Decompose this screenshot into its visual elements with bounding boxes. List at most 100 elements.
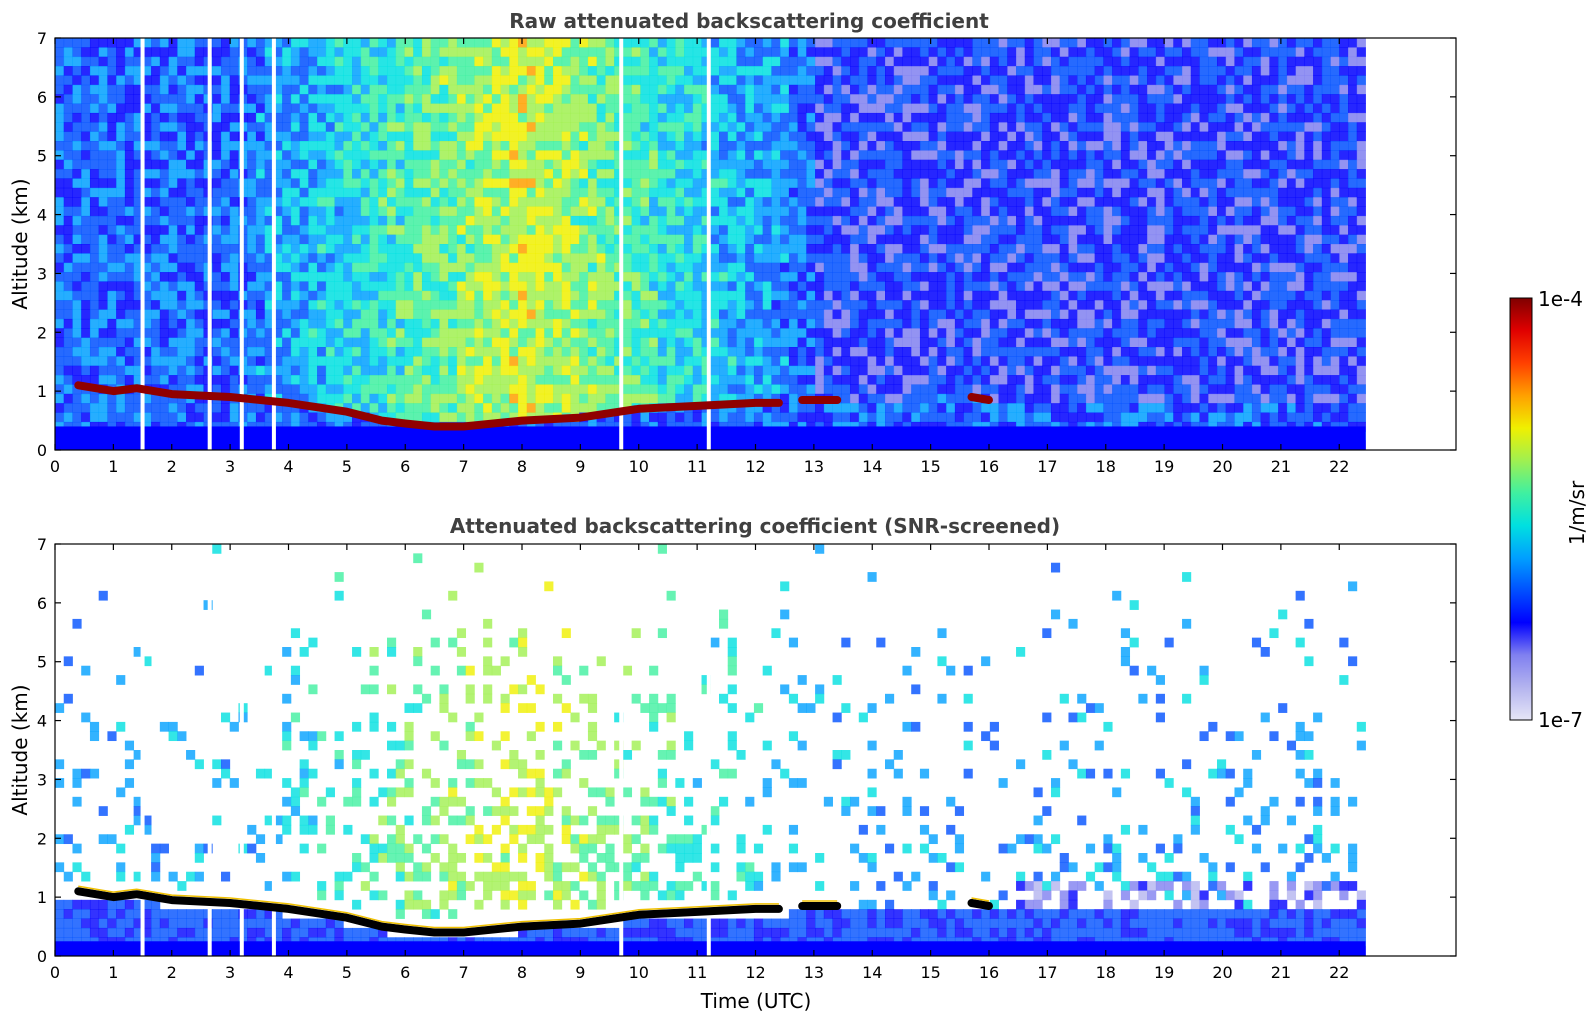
heatmap-cell: [867, 393, 877, 404]
heatmap-cell: [937, 328, 947, 339]
heatmap-cell: [98, 112, 108, 123]
heatmap-cell: [282, 347, 292, 357]
heatmap-cell: [902, 141, 912, 151]
heatmap-cell: [657, 197, 667, 207]
heatmap-cell: [430, 318, 440, 329]
heatmap-cell: [343, 412, 353, 423]
heatmap-cell: [343, 337, 353, 348]
heatmap-cell: [369, 197, 379, 207]
heatmap-cell: [1007, 94, 1017, 104]
heatmap-cell: [622, 178, 633, 189]
heatmap-cell: [474, 281, 484, 292]
heatmap-cell: [465, 159, 475, 170]
heatmap-cell: [832, 141, 842, 151]
heatmap-cell: [282, 234, 292, 245]
heatmap-cell: [762, 365, 772, 376]
heatmap-cell: [815, 178, 825, 189]
heatmap-cell: [325, 103, 335, 114]
heatmap-cell: [675, 337, 685, 348]
heatmap-cell: [666, 347, 676, 357]
heatmap-cell: [885, 215, 895, 226]
heatmap-cell: [622, 215, 633, 226]
heatmap-cell: [614, 318, 624, 329]
heatmap-cell: [395, 384, 405, 395]
heatmap-cell: [570, 300, 580, 310]
heatmap-cell: [456, 206, 467, 217]
heatmap-cell: [911, 262, 921, 273]
heatmap-cell: [343, 300, 353, 310]
heatmap-cell: [264, 84, 274, 95]
heatmap-cell: [579, 309, 589, 320]
heatmap-cell: [229, 66, 239, 76]
heatmap-cell: [282, 38, 292, 48]
heatmap-cell: [282, 197, 292, 207]
heatmap-cell: [640, 365, 650, 376]
heatmap-cell: [823, 187, 833, 198]
heatmap-cell: [395, 169, 405, 179]
heatmap-cell: [81, 215, 91, 226]
heatmap-cell: [684, 103, 694, 114]
heatmap-cell: [518, 94, 528, 104]
heatmap-cell: [1016, 112, 1026, 123]
heatmap-cell: [221, 300, 231, 310]
heatmap-cell: [675, 38, 685, 48]
heatmap-cell: [177, 103, 187, 114]
heatmap-cell: [81, 141, 91, 151]
heatmap-cell: [657, 262, 667, 273]
heatmap-cell: [535, 347, 545, 357]
heatmap-cell: [919, 178, 930, 189]
heatmap-cell: [1007, 328, 1017, 339]
heatmap-cell: [832, 328, 842, 339]
heatmap-cell: [850, 412, 860, 423]
heatmap-cell: [1033, 150, 1043, 161]
heatmap-cell: [413, 403, 423, 413]
heatmap-cell: [448, 384, 458, 395]
heatmap-cell: [334, 318, 344, 329]
heatmap-cell: [378, 337, 388, 348]
heatmap-cell: [133, 281, 143, 292]
heatmap-cell: [981, 281, 991, 292]
heatmap-cell: [946, 300, 956, 310]
heatmap-cell: [885, 281, 895, 292]
heatmap-cell: [893, 197, 903, 207]
heatmap-cell: [413, 412, 423, 423]
heatmap-cell: [456, 281, 467, 292]
heatmap-cell: [1007, 281, 1017, 292]
heatmap-cell: [762, 94, 772, 104]
heatmap-cell: [1033, 197, 1043, 207]
heatmap-cell: [596, 375, 606, 385]
heatmap-cell: [474, 94, 484, 104]
heatmap-cell: [133, 197, 143, 207]
heatmap-cell: [614, 187, 624, 198]
heatmap-cell: [98, 38, 108, 48]
heatmap-cell: [596, 206, 606, 217]
heatmap-cell: [815, 356, 825, 367]
heatmap-cell: [692, 234, 702, 245]
heatmap-cell: [526, 159, 536, 170]
heatmap-cell: [701, 337, 711, 348]
heatmap-cell: [308, 66, 318, 76]
heatmap-cell: [1033, 56, 1043, 67]
heatmap-cell: [282, 103, 292, 114]
heatmap-cell: [360, 253, 370, 264]
heatmap-cell: [107, 337, 117, 348]
heatmap-cell: [360, 206, 370, 217]
heatmap-cell: [911, 150, 921, 161]
heatmap-cell: [221, 56, 231, 67]
heatmap-cell: [334, 103, 344, 114]
heatmap-cell: [299, 197, 309, 207]
heatmap-cell: [596, 281, 606, 292]
heatmap-cell: [395, 262, 405, 273]
heatmap-cell: [325, 328, 335, 339]
heatmap-cell: [509, 290, 519, 301]
heatmap-cell: [483, 375, 493, 385]
heatmap-cell: [159, 328, 169, 339]
heatmap-cell: [631, 253, 641, 264]
heatmap-cell: [360, 356, 370, 367]
heatmap-cell: [325, 178, 335, 189]
heatmap-cell: [290, 328, 301, 339]
heatmap-cell: [850, 281, 860, 292]
heatmap-cell: [911, 290, 921, 301]
heatmap-cell: [876, 66, 886, 76]
heatmap-cell: [98, 225, 108, 236]
